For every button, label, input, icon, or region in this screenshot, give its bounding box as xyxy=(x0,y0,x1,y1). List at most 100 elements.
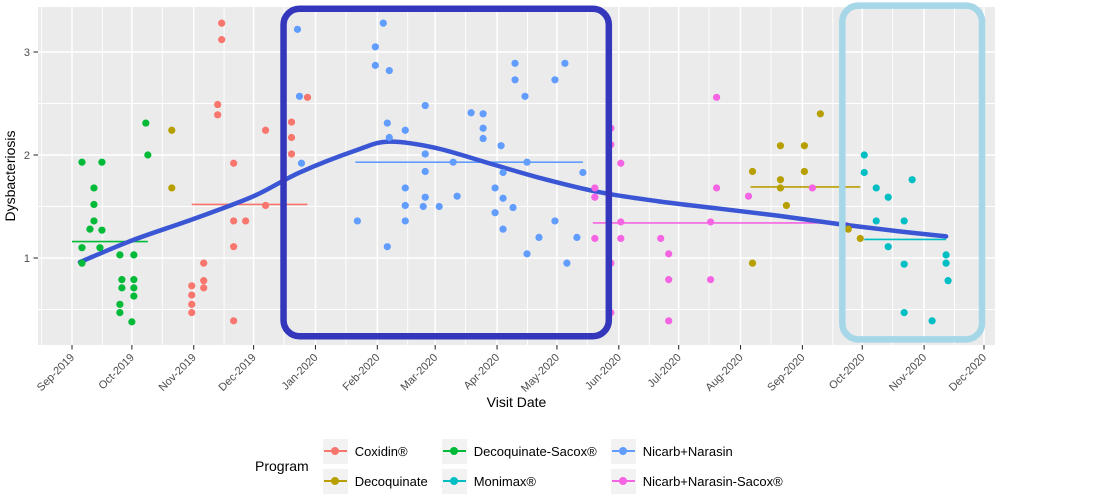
point-decoquinate xyxy=(782,201,791,210)
point-nicarb-narasin-sacox xyxy=(712,93,721,101)
point-nicarb-narasin-sacox xyxy=(591,193,599,201)
point-coxidin xyxy=(230,243,238,251)
legend-item-decoquinate: Decoquinate xyxy=(322,468,428,494)
point-decoquinate-sacox xyxy=(118,284,126,292)
point-monimax xyxy=(872,217,880,225)
x-tick-label: Oct-2019 xyxy=(97,352,137,392)
point-nicarb-narasin-sacox xyxy=(657,234,665,243)
point-decoquinate xyxy=(776,184,785,192)
point-decoquinate-sacox xyxy=(130,276,138,284)
point-nicarb-narasin-sacox xyxy=(617,234,625,243)
point-decoquinate-sacox xyxy=(86,225,94,233)
point-nicarb-narasin-sacox xyxy=(665,317,673,325)
legend-key-icon xyxy=(441,438,467,464)
point-nicarb-narasin xyxy=(551,76,559,84)
point-nicarb-narasin xyxy=(371,61,379,69)
point-nicarb-narasin xyxy=(511,59,519,67)
point-decoquinate-sacox xyxy=(116,251,124,259)
point-monimax xyxy=(884,243,892,251)
point-coxidin xyxy=(287,150,296,158)
point-coxidin xyxy=(261,201,270,210)
legend-key-icon xyxy=(610,438,636,464)
x-tick-label: Mar-2020 xyxy=(399,352,441,394)
point-decoquinate-sacox xyxy=(78,244,86,252)
point-nicarb-narasin xyxy=(379,19,387,27)
legend-key-icon xyxy=(322,468,348,494)
legend-item-label: Nicarb+Narasin-Sacox® xyxy=(642,473,783,489)
point-decoquinate-sacox xyxy=(116,300,124,308)
point-decoquinate xyxy=(844,225,852,233)
legend-item-nicarb-narasin-sacox: Nicarb+Narasin-Sacox® xyxy=(610,468,783,494)
point-decoquinate-sacox xyxy=(90,200,98,209)
point-decoquinate-sacox xyxy=(90,184,98,192)
point-decoquinate xyxy=(856,234,864,243)
x-tick-label: Jun-2020 xyxy=(583,352,624,393)
point-coxidin xyxy=(218,36,226,44)
point-nicarb-narasin xyxy=(491,184,499,192)
point-nicarb-narasin xyxy=(293,25,302,33)
point-monimax xyxy=(900,308,908,317)
point-nicarb-narasin xyxy=(479,110,487,118)
x-tick-label: Feb-2020 xyxy=(341,352,383,394)
point-nicarb-narasin xyxy=(435,202,443,211)
point-decoquinate xyxy=(776,176,785,184)
point-monimax xyxy=(872,184,880,192)
point-coxidin xyxy=(242,217,250,225)
point-coxidin xyxy=(218,19,226,27)
plot-panel xyxy=(38,7,995,345)
legend-item-label: Nicarb+Narasin xyxy=(642,443,733,459)
point-decoquinate-sacox xyxy=(78,259,86,267)
point-monimax xyxy=(860,168,868,177)
legend: Program Coxidin® Decoquinate Decoquinate-S… xyxy=(255,438,783,494)
point-nicarb-narasin-sacox xyxy=(706,276,715,284)
point-nicarb-narasin xyxy=(467,109,475,117)
legend-title: Program xyxy=(255,458,309,474)
x-axis-title: Visit Date xyxy=(487,394,547,410)
point-decoquinate-sacox xyxy=(98,158,106,166)
point-coxidin xyxy=(200,277,208,285)
point-nicarb-narasin xyxy=(449,158,457,166)
point-nicarb-narasin-sacox xyxy=(712,184,721,192)
legend-column: Coxidin® Decoquinate xyxy=(322,438,428,494)
x-tick-label: Nov-2019 xyxy=(157,352,199,394)
point-coxidin xyxy=(230,159,238,167)
point-nicarb-narasin xyxy=(523,250,531,258)
point-nicarb-narasin xyxy=(421,167,429,176)
point-nicarb-narasin xyxy=(297,159,306,167)
point-nicarb-narasin xyxy=(511,76,519,84)
legend-item-label: Decoquinate xyxy=(354,473,428,489)
point-coxidin xyxy=(188,291,196,299)
point-decoquinate-sacox xyxy=(128,318,136,326)
x-tick-label: Jan-2020 xyxy=(280,352,321,393)
point-decoquinate-sacox xyxy=(144,151,152,159)
point-nicarb-narasin xyxy=(421,150,429,158)
point-nicarb-narasin xyxy=(551,217,559,225)
point-decoquinate-sacox xyxy=(130,284,138,292)
point-monimax xyxy=(884,193,892,201)
point-nicarb-narasin-sacox xyxy=(744,192,753,200)
point-nicarb-narasin-sacox xyxy=(617,159,625,167)
point-coxidin xyxy=(200,284,208,292)
point-decoquinate-sacox xyxy=(96,244,104,252)
legend-key-dot xyxy=(331,447,340,455)
point-nicarb-narasin xyxy=(563,259,571,267)
legend-key-dot xyxy=(450,447,459,455)
point-nicarb-narasin xyxy=(421,101,429,110)
point-nicarb-narasin-sacox xyxy=(617,218,625,226)
point-coxidin xyxy=(200,259,208,267)
point-decoquinate-sacox xyxy=(130,292,138,300)
trend-line xyxy=(77,139,949,265)
point-coxidin xyxy=(214,100,222,109)
x-tick-label: Dec-2019 xyxy=(217,352,259,394)
y-tick-label: 1 xyxy=(24,253,30,265)
point-nicarb-narasin xyxy=(371,43,379,51)
point-nicarb-narasin xyxy=(295,92,304,100)
point-nicarb-narasin-sacox xyxy=(591,234,599,243)
point-nicarb-narasin xyxy=(479,134,487,143)
legend-item-nicarb-narasin: Nicarb+Narasin xyxy=(610,438,783,464)
point-coxidin xyxy=(287,118,296,126)
point-decoquinate xyxy=(816,110,824,118)
point-nicarb-narasin xyxy=(479,124,487,132)
legend-item-label: Decoquinate-Sacox® xyxy=(473,443,597,459)
